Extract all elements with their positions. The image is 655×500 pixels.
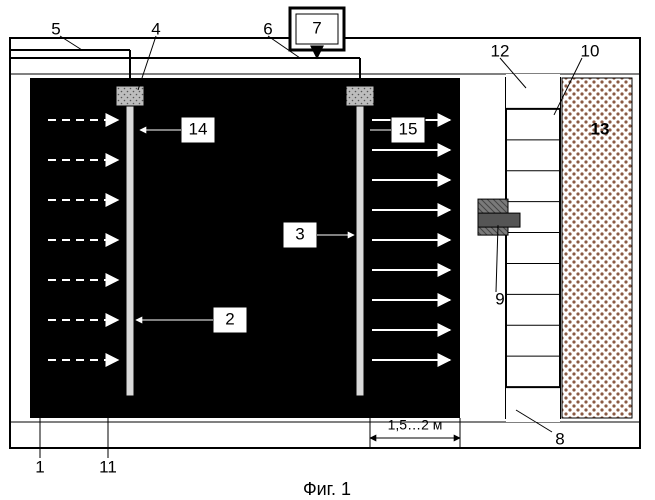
svg-text:1,5…2 м: 1,5…2 м bbox=[388, 417, 443, 433]
svg-text:14: 14 bbox=[189, 119, 208, 138]
svg-text:12: 12 bbox=[491, 41, 510, 60]
svg-text:6: 6 bbox=[263, 19, 272, 38]
svg-text:5: 5 bbox=[51, 19, 60, 38]
svg-text:11: 11 bbox=[99, 457, 117, 476]
svg-text:3: 3 bbox=[295, 224, 304, 243]
svg-text:15: 15 bbox=[399, 119, 418, 138]
svg-text:9: 9 bbox=[495, 289, 504, 308]
svg-text:8: 8 bbox=[555, 429, 564, 448]
svg-text:Фиг. 1: Фиг. 1 bbox=[303, 479, 351, 499]
svg-text:7: 7 bbox=[312, 18, 321, 37]
svg-text:4: 4 bbox=[151, 19, 160, 38]
svg-text:1: 1 bbox=[35, 457, 44, 476]
svg-text:2: 2 bbox=[225, 309, 234, 328]
svg-text:13: 13 bbox=[591, 119, 610, 138]
svg-text:10: 10 bbox=[581, 41, 600, 60]
